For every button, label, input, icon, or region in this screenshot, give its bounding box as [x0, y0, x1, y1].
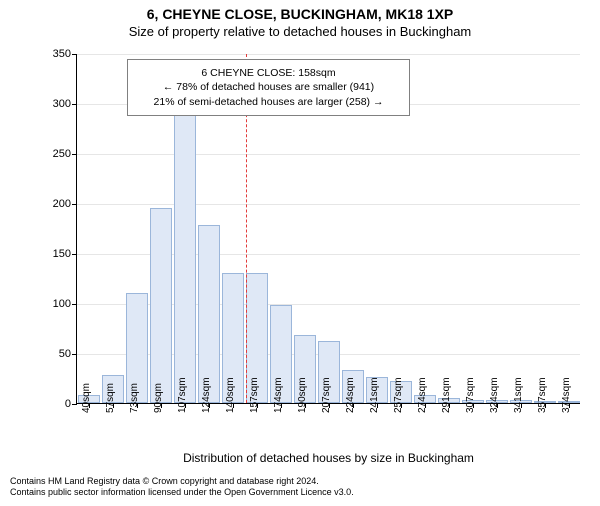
xtick-label: 224sqm [345, 377, 356, 413]
ytick-label: 200 [53, 198, 71, 210]
xtick-label: 107sqm [177, 377, 188, 413]
gridline [77, 154, 580, 155]
chart-container: Number of detached properties Distributi… [48, 54, 580, 446]
xtick-label: 274sqm [417, 377, 428, 413]
ytick-mark [72, 54, 77, 55]
footer-line1: Contains HM Land Registry data © Crown c… [10, 476, 354, 487]
ytick-label: 350 [53, 48, 71, 60]
xtick-label: 291sqm [441, 377, 452, 413]
ytick-mark [72, 104, 77, 105]
xtick-label: 190sqm [297, 377, 308, 413]
ytick-label: 0 [65, 398, 71, 410]
annotation-line3: 21% of semi-detached houses are larger (… [136, 95, 400, 109]
xtick-label: 257sqm [393, 377, 404, 413]
ytick-label: 250 [53, 148, 71, 160]
bar [174, 111, 196, 403]
xtick-label: 157sqm [249, 377, 260, 413]
xtick-label: 324sqm [489, 377, 500, 413]
x-axis-title: Distribution of detached houses by size … [183, 451, 474, 465]
xtick-label: 207sqm [321, 377, 332, 413]
ytick-label: 150 [53, 248, 71, 260]
bar [198, 225, 220, 403]
ytick-label: 50 [59, 348, 71, 360]
bar [150, 208, 172, 403]
footer: Contains HM Land Registry data © Crown c… [10, 476, 354, 498]
xtick-label: 357sqm [537, 377, 548, 413]
ytick-label: 300 [53, 98, 71, 110]
gridline [77, 204, 580, 205]
annotation-line2: ← 78% of detached houses are smaller (94… [136, 80, 400, 94]
xtick-label: 73sqm [129, 383, 140, 413]
super-title: 6, CHEYNE CLOSE, BUCKINGHAM, MK18 1XP [0, 6, 600, 22]
xtick-label: 90sqm [153, 383, 164, 413]
ytick-mark [72, 354, 77, 355]
xtick-label: 124sqm [201, 377, 212, 413]
gridline [77, 54, 580, 55]
plot-area: Distribution of detached houses by size … [76, 54, 580, 404]
ytick-mark [72, 254, 77, 255]
ytick-mark [72, 154, 77, 155]
footer-line2: Contains public sector information licen… [10, 487, 354, 498]
xtick-label: 40sqm [81, 383, 92, 413]
xtick-label: 374sqm [561, 377, 572, 413]
ytick-mark [72, 404, 77, 405]
ytick-mark [72, 204, 77, 205]
xtick-label: 341sqm [513, 377, 524, 413]
ytick-mark [72, 304, 77, 305]
annotation-box: 6 CHEYNE CLOSE: 158sqm← 78% of detached … [127, 59, 409, 116]
xtick-label: 57sqm [105, 383, 116, 413]
ytick-label: 100 [53, 298, 71, 310]
sub-title: Size of property relative to detached ho… [0, 24, 600, 39]
xtick-label: 174sqm [273, 377, 284, 413]
xtick-label: 140sqm [225, 377, 236, 413]
xtick-label: 307sqm [465, 377, 476, 413]
xtick-label: 241sqm [369, 377, 380, 413]
annotation-line1: 6 CHEYNE CLOSE: 158sqm [136, 66, 400, 80]
